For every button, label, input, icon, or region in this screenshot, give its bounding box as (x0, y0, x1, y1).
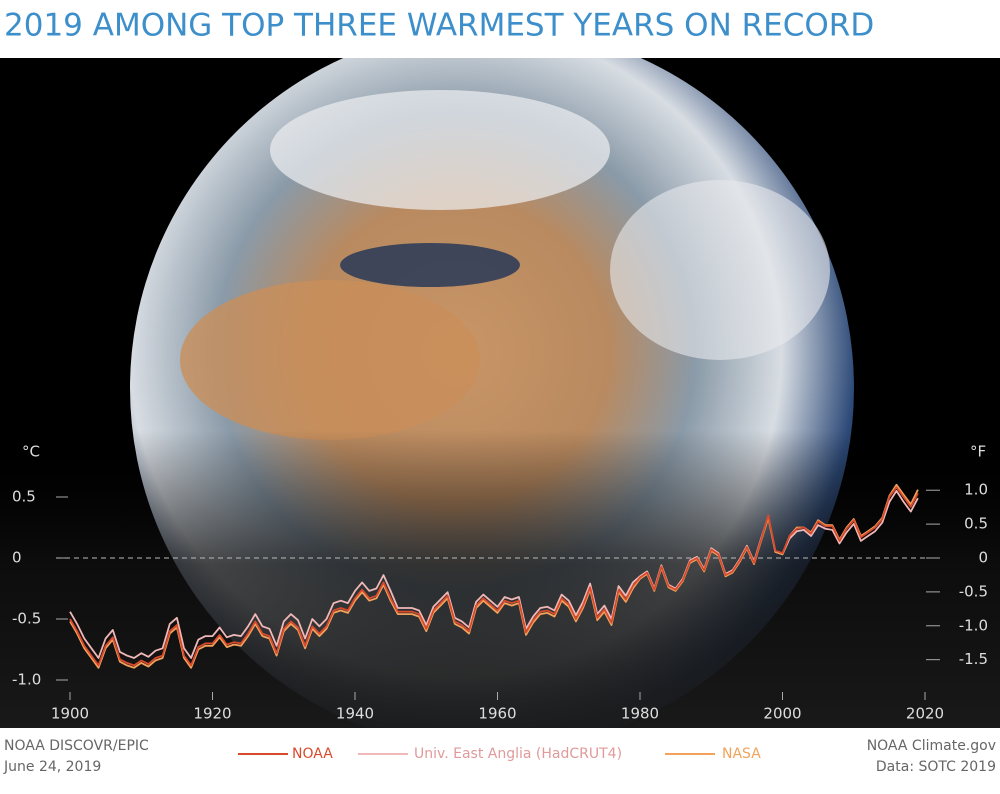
series-line (69, 483, 919, 669)
y2-tick-label: 1.0 (964, 481, 988, 499)
credit: NOAA DISCOVR/EPIC (4, 738, 149, 754)
y2-tick-label: -1.5 (959, 650, 988, 668)
chart-title: 2019 AMONG TOP THREE WARMEST YEARS ON RE… (4, 8, 874, 44)
credit: NOAA Climate.gov (867, 738, 996, 754)
y2-tick-label: 0.5 (964, 515, 988, 533)
y-tick-label: 0 (12, 549, 22, 567)
y2-tick-label: -0.5 (959, 582, 988, 600)
y-tick-label: -0.5 (12, 610, 41, 628)
credit: June 24, 2019 (3, 759, 101, 775)
x-tick-label: 1940 (336, 705, 374, 723)
earth (0, 58, 1000, 728)
y2-tick-label: -1.0 (959, 616, 988, 634)
y2-tick-label: 0 (978, 549, 988, 567)
x-tick-label: 2020 (906, 705, 944, 723)
y-axis-label: °C (22, 443, 40, 461)
y-tick-label: 0.5 (12, 488, 36, 506)
legend-label: Univ. East Anglia (HadCRUT4) (414, 746, 622, 762)
series-line (69, 486, 919, 667)
x-tick-label: 1960 (478, 705, 516, 723)
y2-axis-label: °F (970, 443, 986, 461)
x-tick-label: 1900 (51, 705, 89, 723)
y-tick-label: -1.0 (12, 671, 41, 689)
x-tick-label: 1980 (621, 705, 659, 723)
legend-label: NOAA (292, 746, 333, 762)
credit: Data: SOTC 2019 (876, 759, 996, 775)
x-tick-label: 2000 (763, 705, 801, 723)
legend-label: NASA (722, 746, 761, 762)
x-tick-label: 1920 (193, 705, 231, 723)
